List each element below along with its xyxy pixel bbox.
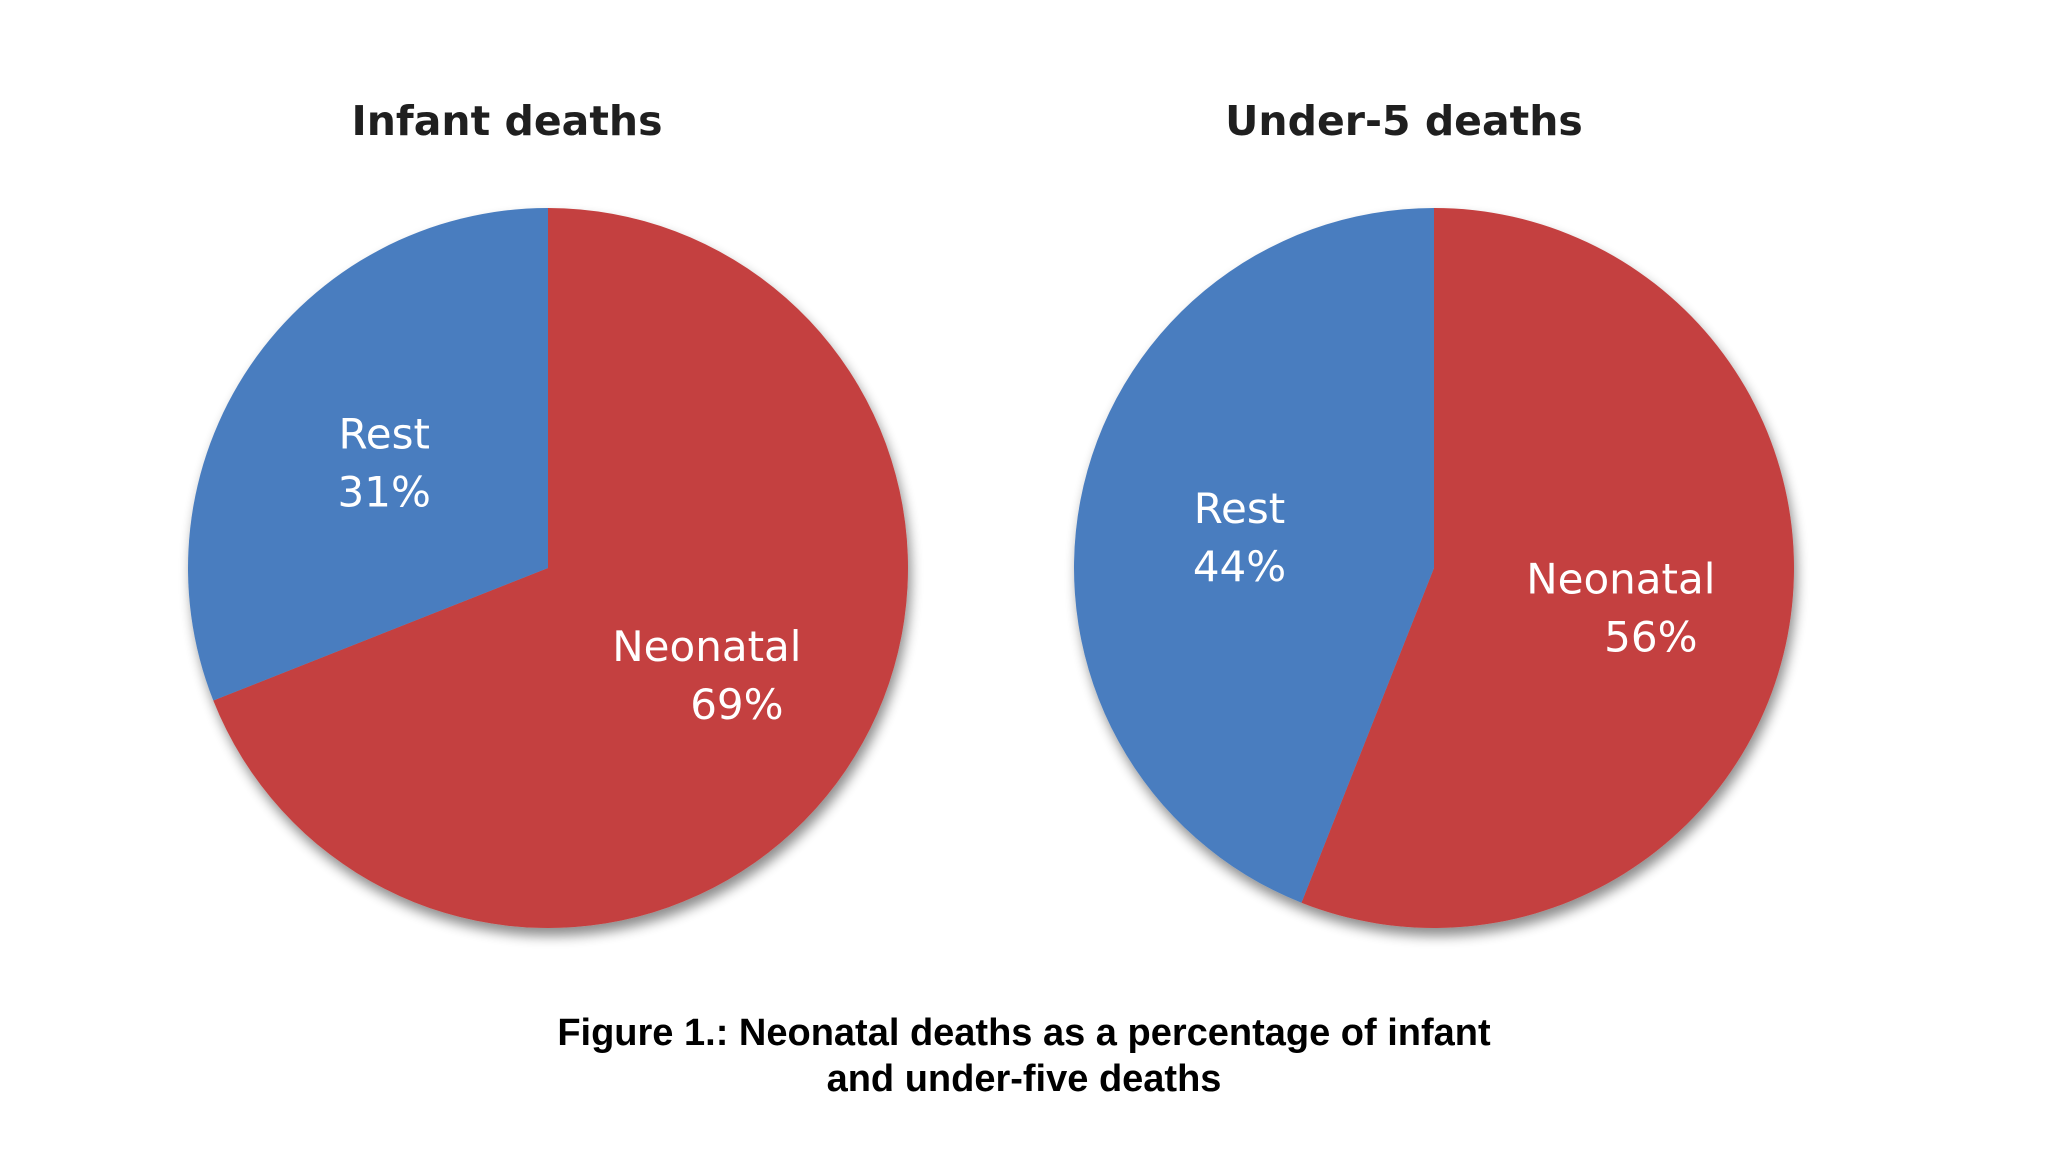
under5-deaths-chart: Under-5 deaths Neonatal 56% Rest 44% — [1074, 97, 1795, 928]
pie-slice-rest — [1074, 208, 1434, 903]
infant-deaths-labels: Neonatal 69% Rest 31% — [338, 410, 802, 729]
infant-deaths-title: Infant deaths — [351, 97, 662, 145]
under5-deaths-title: Under-5 deaths — [1225, 97, 1583, 145]
pie-slice-neonatal — [1301, 207, 1795, 928]
infant-deaths-pie — [188, 208, 909, 928]
under5-deaths-labels: Neonatal 56% Rest 44% — [1193, 484, 1716, 662]
pie-slice-neonatal — [213, 208, 909, 928]
slice-label-rest: Rest — [1194, 484, 1286, 533]
slice-value-neonatal: 56% — [1604, 613, 1697, 662]
slice-value-rest: 44% — [1193, 542, 1286, 591]
figure-caption: Figure 1.: Neonatal deaths as a percenta… — [374, 1010, 1674, 1102]
caption-line-1: Figure 1.: Neonatal deaths as a percenta… — [557, 1012, 1491, 1054]
pie-slice-rest — [188, 208, 549, 701]
slice-label-neonatal: Neonatal — [1526, 555, 1715, 604]
infant-deaths-chart: Infant deaths Neonatal 69% Rest 31% — [188, 97, 909, 928]
caption-line-2: and under-five deaths — [826, 1058, 1222, 1100]
slice-label-rest: Rest — [338, 410, 430, 459]
slice-label-neonatal: Neonatal — [612, 622, 801, 671]
under5-deaths-pie — [1074, 207, 1795, 928]
slice-value-rest: 31% — [338, 468, 431, 517]
slice-value-neonatal: 69% — [690, 680, 783, 729]
